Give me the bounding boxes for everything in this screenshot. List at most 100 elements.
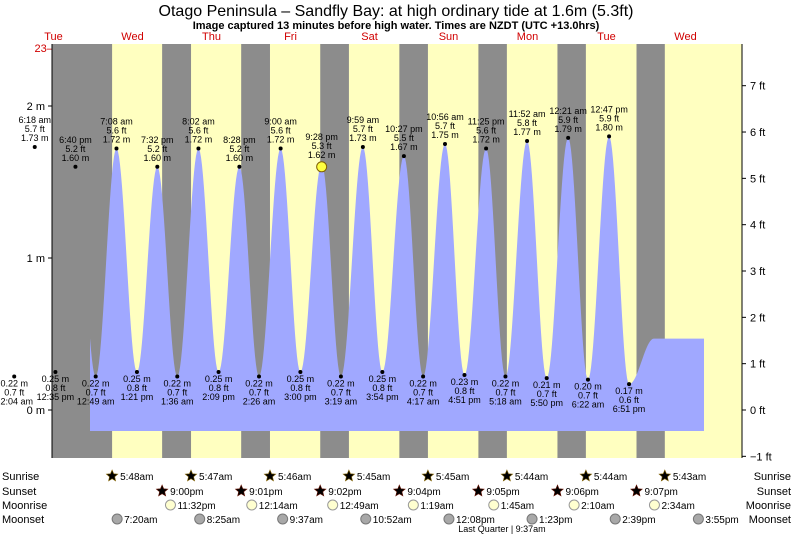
low-tide-time: 1:36 am xyxy=(161,397,194,407)
low-tide-m: 0.20 m xyxy=(574,382,602,392)
day-name: Sun xyxy=(439,31,459,43)
sunrise-time: 5:47am xyxy=(199,472,232,483)
moonrise-icon xyxy=(327,499,339,511)
low-tide-ft: 0.7 ft xyxy=(86,388,107,398)
high-tide-time: 6:18 am xyxy=(18,115,51,125)
low-tide-m: 0.22 m xyxy=(82,379,110,389)
day-name: Mon xyxy=(517,31,538,43)
moonrise-icon xyxy=(164,499,176,511)
sunset-icon xyxy=(313,484,327,497)
low-tide-m: 0.22 m xyxy=(492,379,520,389)
moonset-icon xyxy=(609,513,621,525)
high-tide-m: 1.62 m xyxy=(308,150,336,160)
tide-point xyxy=(298,370,303,374)
tide-point xyxy=(525,138,530,143)
moonrise-icon xyxy=(568,499,580,511)
moonrise-time: 2:10am xyxy=(581,501,614,512)
chart-subtitle: Image captured 13 minutes before high wa… xyxy=(193,20,600,32)
tide-point xyxy=(484,146,489,151)
low-tide-ft: 0.8 ft xyxy=(372,383,393,393)
right-tick-label: 5 ft xyxy=(750,173,765,185)
tide-point xyxy=(114,146,119,151)
sunrise-row-label-right: Sunrise xyxy=(754,471,791,483)
tide-point xyxy=(53,370,58,374)
high-tide-ft: 5.6 ft xyxy=(271,126,292,136)
moonrise-time: 2:34am xyxy=(661,501,694,512)
moonrise-time: 1:45am xyxy=(501,501,534,512)
high-tide-time: 6:40 pm xyxy=(59,135,92,145)
astronomy-rows: Sunrise Sunrise Sunset Sunset Moonrise Moonri… xyxy=(2,469,791,534)
moonset-row-label-left: Moonset xyxy=(2,514,44,526)
moonset-icon xyxy=(692,513,704,525)
axes: 0 m 1 m 2 m −1 ft 0 ft 1 ft 2 ft 3 ft 4 ft 5 ft 6 … xyxy=(27,44,772,463)
high-tide-time: 11:25 pm xyxy=(468,117,505,127)
low-tide-m: 0.22 m xyxy=(0,379,28,389)
high-tide-m: 1.60 m xyxy=(144,153,172,163)
sunrise-icon xyxy=(421,469,435,482)
high-tide-m: 1.72 m xyxy=(472,135,500,145)
high-tide-m: 1.73 m xyxy=(349,133,377,143)
high-tide-m: 1.77 m xyxy=(513,127,541,137)
tide-point xyxy=(237,164,242,169)
sunrise-icon xyxy=(658,469,672,482)
day-name: Fri xyxy=(284,31,297,43)
high-tide-time: 8:28 pm xyxy=(223,135,256,145)
high-tide-time: 10:56 am xyxy=(426,112,464,122)
sunset-icon xyxy=(471,484,485,497)
low-tide-m: 0.25 m xyxy=(287,374,315,384)
day-name: Tue xyxy=(597,31,616,43)
low-tide-m: 0.25 m xyxy=(123,374,151,384)
moonset-time: 12:08pm xyxy=(456,515,495,526)
low-tide-ft: 0.7 ft xyxy=(495,388,516,398)
low-tide-time: 4:17 am xyxy=(407,397,440,407)
tide-point xyxy=(607,134,612,139)
left-tick-label: 0 m xyxy=(27,405,45,417)
low-tide-ft: 0.7 ft xyxy=(578,391,599,401)
tide-point xyxy=(134,370,139,374)
high-tide-time: 12:21 am xyxy=(549,106,587,116)
sunrise-time: 5:44am xyxy=(594,472,627,483)
moonrise-icon xyxy=(407,499,419,511)
high-tide-m: 1.60 m xyxy=(62,153,90,163)
high-tide-time: 7:32 pm xyxy=(141,135,174,145)
moonset-row-label-right: Moonset xyxy=(749,514,791,526)
high-tide-ft: 5.7 ft xyxy=(353,124,374,134)
left-tick-label: 2 m xyxy=(27,101,45,113)
low-tide-ft: 0.6 ft xyxy=(619,395,640,405)
day-name: Wed xyxy=(121,31,143,43)
high-tide-ft: 5.3 ft xyxy=(312,141,333,151)
moonset-icon xyxy=(194,513,206,525)
low-tide-time: 2:26 am xyxy=(243,397,276,407)
low-tide-ft: 0.7 ft xyxy=(413,388,434,398)
right-tick-label: 3 ft xyxy=(750,266,765,278)
day-name: Tue xyxy=(44,31,63,43)
tide-point xyxy=(73,164,78,169)
high-tide-ft: 5.2 ft xyxy=(229,144,250,154)
moonrise-time: 11:32pm xyxy=(177,501,215,512)
tide-point xyxy=(401,154,406,159)
high-tide-time: 9:59 am xyxy=(347,115,380,125)
low-tide-m: 0.25 m xyxy=(369,374,397,384)
low-tide-m: 0.22 m xyxy=(409,379,437,389)
high-tide-ft: 5.2 ft xyxy=(65,144,86,154)
high-tide-ft: 5.7 ft xyxy=(25,124,46,134)
right-tick-label: 7 ft xyxy=(750,81,765,93)
moonset-time: 9:37am xyxy=(290,515,323,526)
low-tide-time: 12:49 am xyxy=(77,397,115,407)
right-tick-label: 6 ft xyxy=(750,127,765,139)
sunset-icon xyxy=(155,484,169,497)
high-tide-ft: 5.9 ft xyxy=(558,115,579,125)
high-tide-m: 1.80 m xyxy=(595,122,623,132)
moonset-time: 3:55pm xyxy=(705,515,738,526)
right-tick-label: 4 ft xyxy=(750,220,765,232)
low-tide-ft: 0.8 ft xyxy=(290,383,311,393)
tide-point xyxy=(175,374,180,379)
tide-point xyxy=(338,374,343,379)
sunrise-time: 5:45am xyxy=(357,472,390,483)
low-tide-ft: 0.7 ft xyxy=(249,388,270,398)
sunset-time: 9:05pm xyxy=(486,487,519,498)
high-tide-ft: 5.2 ft xyxy=(147,144,168,154)
sunrise-row-label-left: Sunrise xyxy=(2,471,39,483)
current-tide-marker xyxy=(316,161,328,173)
high-tide-m: 1.72 m xyxy=(267,135,295,145)
